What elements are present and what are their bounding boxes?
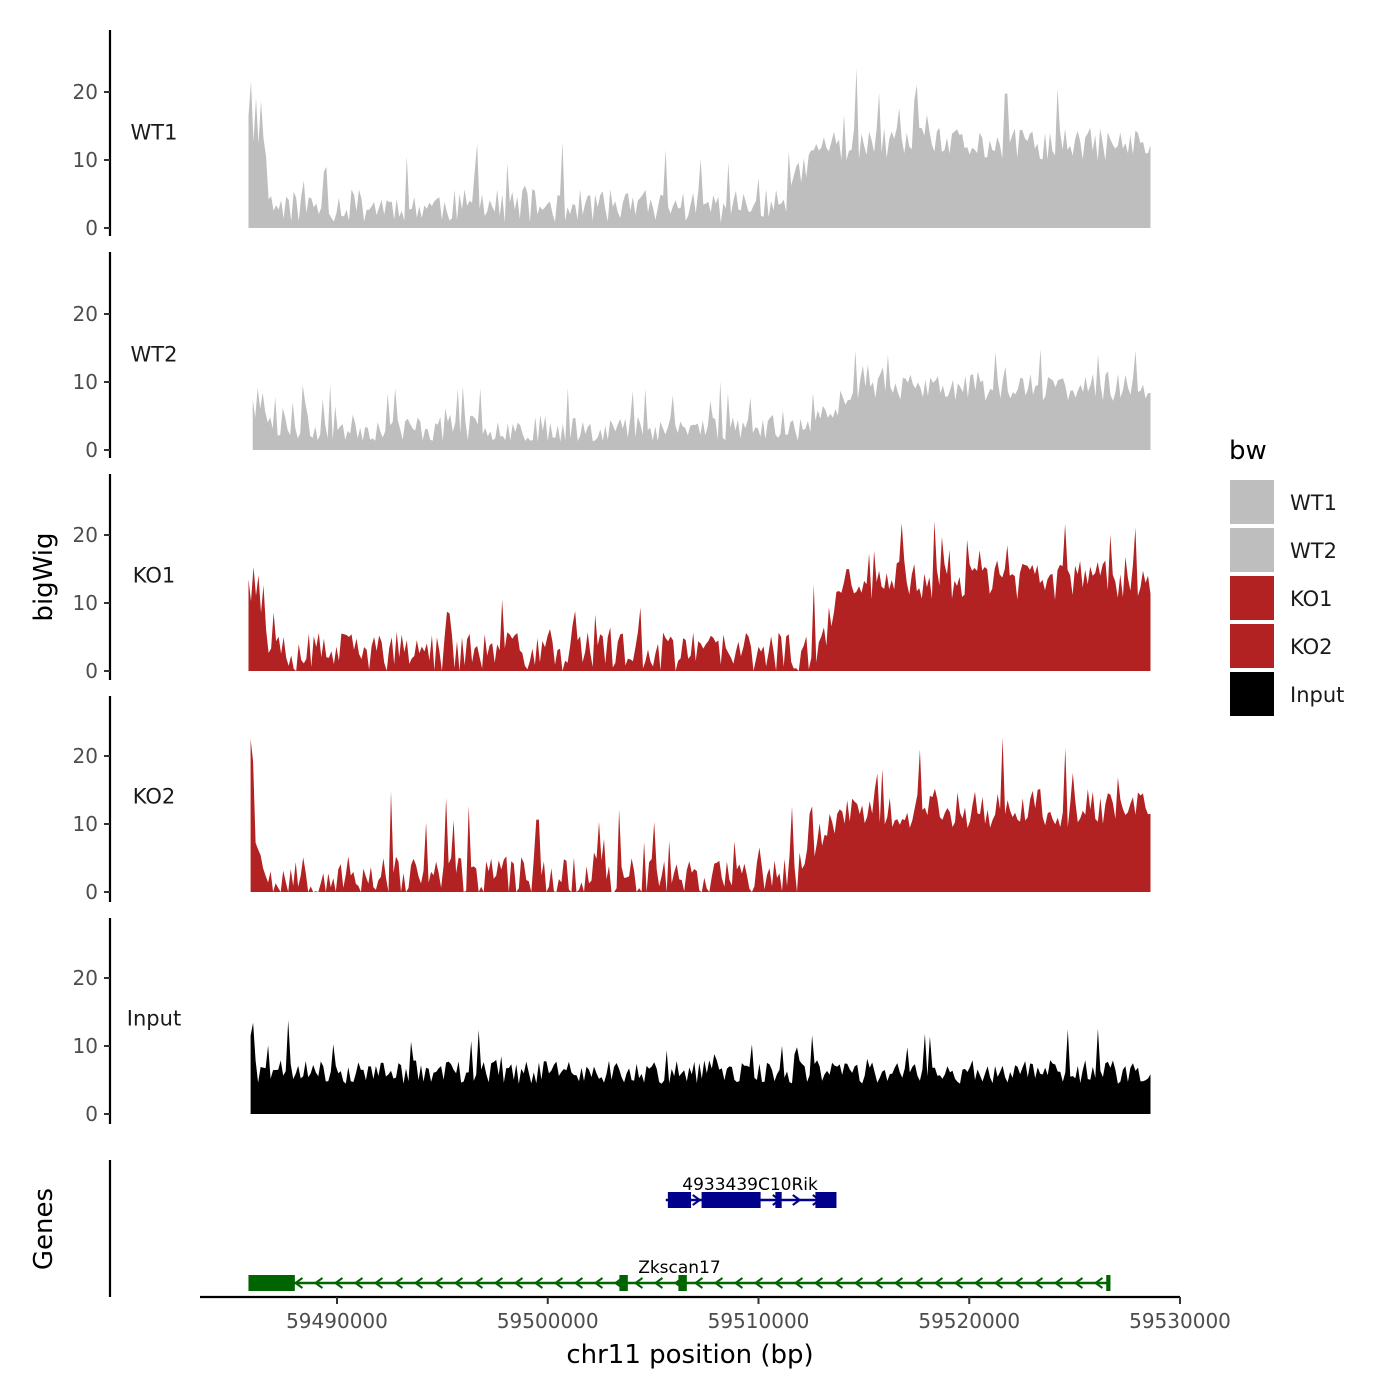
- exon-4933439c10rik: [667, 1192, 692, 1208]
- strand-arrow: [1073, 1277, 1084, 1289]
- strand-arrow: [413, 1277, 424, 1289]
- x-tick-label: 59490000: [286, 1309, 388, 1333]
- strand-arrow: [913, 1277, 924, 1289]
- strand-arrow: [933, 1277, 944, 1289]
- gene-label-4933439c10rik: 4933439C10Rik: [682, 1175, 818, 1195]
- strand-arrow: [353, 1277, 364, 1289]
- y-tick-label: 0: [85, 880, 98, 904]
- strand-arrow: [853, 1277, 864, 1289]
- legend-swatch-wt2: [1230, 528, 1274, 572]
- strand-arrow: [733, 1277, 744, 1289]
- y-tick-label: 20: [73, 966, 98, 990]
- y-tick-label: 10: [73, 812, 98, 836]
- x-tick-label: 59500000: [497, 1309, 599, 1333]
- y-tick-label: 0: [85, 216, 98, 240]
- track-label-wt1: WT1: [131, 121, 178, 145]
- strand-arrow: [813, 1277, 824, 1289]
- strand-arrow: [293, 1277, 304, 1289]
- strand-arrow: [693, 1277, 704, 1289]
- coverage-area-wt1: [248, 68, 1151, 228]
- legend-swatch-ko2: [1230, 624, 1274, 668]
- strand-arrow: [713, 1277, 724, 1289]
- strand-arrow: [433, 1277, 444, 1289]
- strand-arrow: [1093, 1277, 1104, 1289]
- track-label-ko2: KO2: [133, 785, 176, 809]
- y-tick-label: 10: [73, 591, 98, 615]
- strand-arrow: [893, 1277, 904, 1289]
- y-tick-label: 20: [73, 744, 98, 768]
- legend-swatch-wt1: [1230, 480, 1274, 524]
- y-axis-title: bigWig: [29, 532, 59, 621]
- gene-label-zkscan17: Zkscan17: [638, 1258, 721, 1278]
- strand-arrow: [493, 1277, 504, 1289]
- y-tick-label: 20: [73, 302, 98, 326]
- legend-swatch-input: [1230, 672, 1274, 716]
- strand-arrow: [633, 1277, 644, 1289]
- y-tick-label: 0: [85, 1102, 98, 1126]
- exon-4933439c10rik: [775, 1192, 782, 1208]
- y-tick-label: 20: [73, 80, 98, 104]
- track-label-wt2: WT2: [131, 343, 178, 367]
- y-tick-label: 20: [73, 523, 98, 547]
- strand-arrow: [753, 1277, 764, 1289]
- strand-arrow: [873, 1277, 884, 1289]
- y-tick-label: 10: [73, 148, 98, 172]
- coverage-area-ko2: [250, 737, 1151, 892]
- y-tick-label: 10: [73, 370, 98, 394]
- y-tick-label: 0: [85, 438, 98, 462]
- track-label-ko1: KO1: [133, 564, 176, 588]
- strand-arrow: [573, 1277, 584, 1289]
- strand-arrow: [653, 1277, 664, 1289]
- y-tick-label: 10: [73, 1034, 98, 1058]
- exon-zkscan17: [678, 1275, 687, 1291]
- strand-arrow: [833, 1277, 844, 1289]
- strand-arrow: [553, 1277, 564, 1289]
- legend-label-input: Input: [1290, 683, 1344, 707]
- legend-label-wt2: WT2: [1290, 539, 1337, 563]
- strand-arrow: [1033, 1277, 1044, 1289]
- strand-arrow: [692, 1194, 702, 1206]
- strand-arrow: [993, 1277, 1004, 1289]
- legend-swatch-ko1: [1230, 576, 1274, 620]
- track-label-input: Input: [127, 1007, 181, 1031]
- strand-arrow: [513, 1277, 524, 1289]
- strand-arrow: [593, 1277, 604, 1289]
- x-tick-label: 59530000: [1129, 1309, 1231, 1333]
- strand-arrow: [792, 1194, 802, 1206]
- strand-arrow: [333, 1277, 344, 1289]
- exon-zkscan17: [619, 1275, 628, 1291]
- strand-arrow: [793, 1277, 804, 1289]
- legend-label-ko2: KO2: [1290, 635, 1333, 659]
- genes-track-title: Genes: [29, 1188, 59, 1270]
- exon-4933439c10rik: [815, 1192, 837, 1208]
- exon-zkscan17: [248, 1275, 295, 1291]
- strand-arrow: [1013, 1277, 1024, 1289]
- strand-arrow: [773, 1277, 784, 1289]
- legend-label-wt1: WT1: [1290, 491, 1337, 515]
- strand-arrow: [973, 1277, 984, 1289]
- strand-arrow: [373, 1277, 384, 1289]
- legend-title: bw: [1229, 436, 1267, 466]
- exon-4933439c10rik: [701, 1192, 761, 1208]
- x-tick-label: 59520000: [918, 1309, 1020, 1333]
- strand-arrow: [313, 1277, 324, 1289]
- strand-arrow: [533, 1277, 544, 1289]
- x-axis-title: chr11 position (bp): [566, 1340, 813, 1370]
- coverage-area-ko1: [248, 520, 1151, 671]
- y-tick-label: 0: [85, 659, 98, 683]
- strand-arrow: [1053, 1277, 1064, 1289]
- x-tick-label: 59510000: [708, 1309, 810, 1333]
- strand-arrow: [473, 1277, 484, 1289]
- exon-zkscan17: [1106, 1275, 1111, 1291]
- strand-arrow: [393, 1277, 404, 1289]
- coverage-area-input: [250, 1020, 1151, 1114]
- strand-arrow: [953, 1277, 964, 1289]
- strand-arrow: [453, 1277, 464, 1289]
- coverage-area-wt2: [252, 349, 1151, 450]
- legend-label-ko1: KO1: [1290, 587, 1333, 611]
